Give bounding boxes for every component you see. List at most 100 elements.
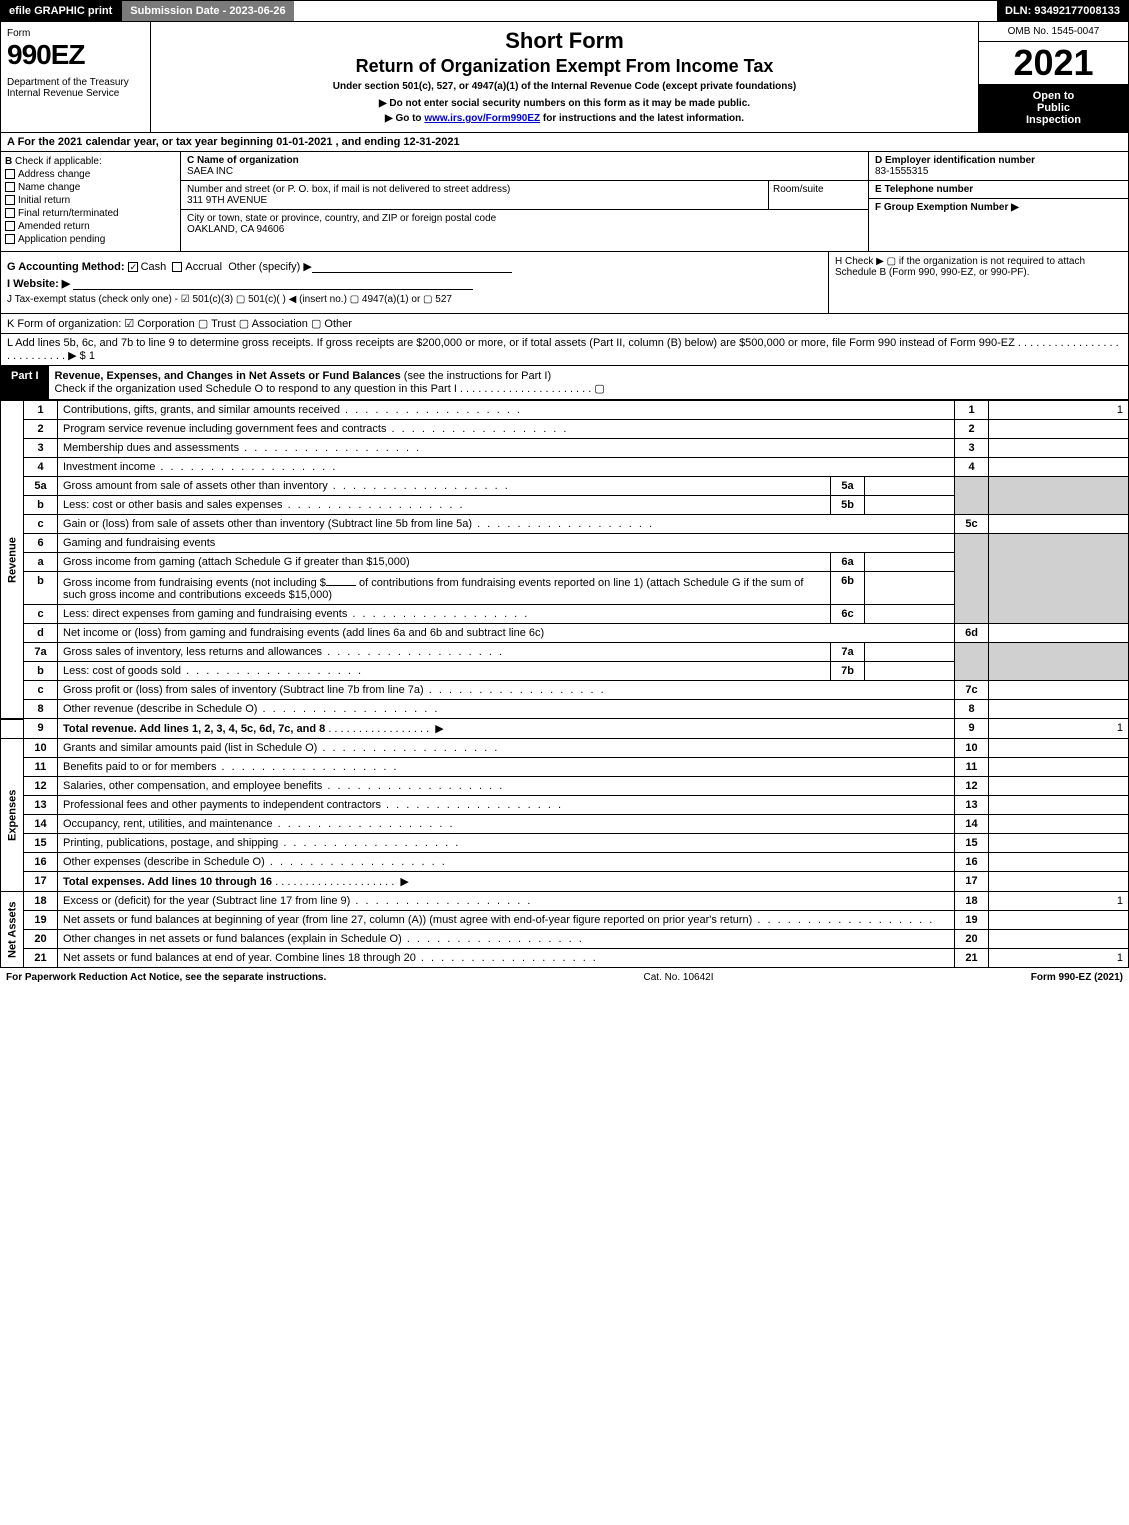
chk-application-pending[interactable]: Application pending: [5, 234, 176, 245]
l5b-num: b: [24, 496, 58, 515]
l6b-contrib-input[interactable]: [326, 575, 356, 586]
header-right: OMB No. 1545-0047 2021 Open to Public In…: [978, 22, 1128, 132]
l7c-num: c: [24, 681, 58, 700]
l5b-sv: [865, 496, 955, 515]
line-j: J Tax-exempt status (check only one) - ☑…: [7, 294, 822, 305]
addr-value: 311 9TH AVENUE: [187, 195, 768, 206]
l7ab-shade-v: [989, 643, 1129, 681]
omb-number: OMB No. 1545-0047: [979, 22, 1128, 42]
l4-val: [989, 458, 1129, 477]
l20-ln: 20: [955, 930, 989, 949]
city-label: City or town, state or province, country…: [187, 213, 862, 224]
l7b-num: b: [24, 662, 58, 681]
line-a: A For the 2021 calendar year, or tax yea…: [0, 133, 1129, 152]
l7a-desc: Gross sales of inventory, less returns a…: [58, 643, 831, 662]
l16-val: [989, 853, 1129, 872]
line-l: L Add lines 5b, 6c, and 7b to line 9 to …: [0, 334, 1129, 366]
l6c-sv: [865, 605, 955, 624]
l13-desc: Professional fees and other payments to …: [58, 796, 955, 815]
l6c-num: c: [24, 605, 58, 624]
netassets-vert-label: Net Assets: [1, 892, 24, 968]
l5c-val: [989, 515, 1129, 534]
form-title: Return of Organization Exempt From Incom…: [157, 56, 972, 77]
part1-check-note: Check if the organization used Schedule …: [55, 382, 1122, 395]
l11-ln: 11: [955, 758, 989, 777]
l15-desc: Printing, publications, postage, and shi…: [58, 834, 955, 853]
part1-title-note: (see the instructions for Part I): [401, 370, 551, 382]
l12-desc: Salaries, other compensation, and employ…: [58, 777, 955, 796]
inspect-l3: Inspection: [985, 114, 1122, 126]
l7c-val: [989, 681, 1129, 700]
l2-val: [989, 420, 1129, 439]
chk-initial-return[interactable]: Initial return: [5, 195, 176, 206]
check-if-applicable: Check if applicable:: [15, 156, 102, 167]
l7c-desc: Gross profit or (loss) from sales of inv…: [58, 681, 955, 700]
l18-val: 1: [989, 892, 1129, 911]
chk-accrual[interactable]: [172, 262, 182, 272]
irs-link[interactable]: www.irs.gov/Form990EZ: [424, 113, 540, 124]
phone-label: E Telephone number: [875, 184, 1122, 195]
city-value: OAKLAND, CA 94606: [187, 224, 862, 235]
section-def: D Employer identification number 83-1555…: [868, 152, 1128, 251]
goto-post: for instructions and the latest informat…: [540, 113, 744, 124]
l5c-ln: 5c: [955, 515, 989, 534]
l16-ln: 16: [955, 853, 989, 872]
l2-ln: 2: [955, 420, 989, 439]
l4-num: 4: [24, 458, 58, 477]
l6a-sn: 6a: [831, 553, 865, 572]
l6-shade: [955, 534, 989, 624]
l19-val: [989, 911, 1129, 930]
l6a-num: a: [24, 553, 58, 572]
goto-note: ▶ Go to www.irs.gov/Form990EZ for instru…: [157, 113, 972, 124]
l1-val: 1: [989, 401, 1129, 420]
tax-year: 2021: [979, 42, 1128, 84]
l6b-desc: Gross income from fundraising events (no…: [58, 572, 831, 605]
footer-center: Cat. No. 10642I: [326, 972, 1030, 983]
website-input[interactable]: [73, 278, 473, 290]
l14-num: 14: [24, 815, 58, 834]
top-bar: efile GRAPHIC print Submission Date - 20…: [0, 0, 1129, 22]
l10-ln: 10: [955, 739, 989, 758]
l1-desc: Contributions, gifts, grants, and simila…: [58, 401, 955, 420]
org-name: SAEA INC: [187, 166, 862, 177]
l11-desc: Benefits paid to or for members: [58, 758, 955, 777]
l7ab-shade: [955, 643, 989, 681]
header-left: Form 990EZ Department of the Treasury In…: [1, 22, 151, 132]
l16-num: 16: [24, 853, 58, 872]
l5ab-shade-v: [989, 477, 1129, 515]
other-specify-input[interactable]: [312, 261, 512, 273]
l5ab-shade: [955, 477, 989, 515]
l6-desc: Gaming and fundraising events: [58, 534, 955, 553]
inspection-box: Open to Public Inspection: [979, 84, 1128, 132]
ein-value: 83-1555315: [875, 166, 1122, 177]
l3-val: [989, 439, 1129, 458]
l17-val: [989, 872, 1129, 892]
goto-pre: ▶ Go to: [385, 113, 424, 124]
addr-label: Number and street (or P. O. box, if mail…: [187, 184, 768, 195]
l6d-num: d: [24, 624, 58, 643]
line-g: G Accounting Method: Cash Accrual Other …: [7, 260, 822, 273]
chk-amended-return[interactable]: Amended return: [5, 221, 176, 232]
l17-desc: Total expenses. Add lines 10 through 16 …: [58, 872, 955, 892]
l1-num: 1: [24, 401, 58, 420]
l18-desc: Excess or (deficit) for the year (Subtra…: [58, 892, 955, 911]
form-number: 990EZ: [7, 39, 144, 71]
dln-label: DLN: 93492177008133: [997, 1, 1128, 21]
inspect-l2: Public: [985, 102, 1122, 114]
l3-num: 3: [24, 439, 58, 458]
l6b-num: b: [24, 572, 58, 605]
chk-address-change[interactable]: Address change: [5, 169, 176, 180]
chk-name-change[interactable]: Name change: [5, 182, 176, 193]
form-word: Form: [7, 28, 144, 39]
form-subtitle: Under section 501(c), 527, or 4947(a)(1)…: [157, 81, 972, 92]
l10-desc: Grants and similar amounts paid (list in…: [58, 739, 955, 758]
l16-desc: Other expenses (describe in Schedule O): [58, 853, 955, 872]
l13-num: 13: [24, 796, 58, 815]
l6c-sn: 6c: [831, 605, 865, 624]
chk-cash[interactable]: [128, 262, 138, 272]
part-1-header: Part I Revenue, Expenses, and Changes in…: [0, 366, 1129, 400]
footer-right: Form 990-EZ (2021): [1031, 972, 1123, 983]
l15-ln: 15: [955, 834, 989, 853]
chk-final-return[interactable]: Final return/terminated: [5, 208, 176, 219]
l8-num: 8: [24, 700, 58, 719]
